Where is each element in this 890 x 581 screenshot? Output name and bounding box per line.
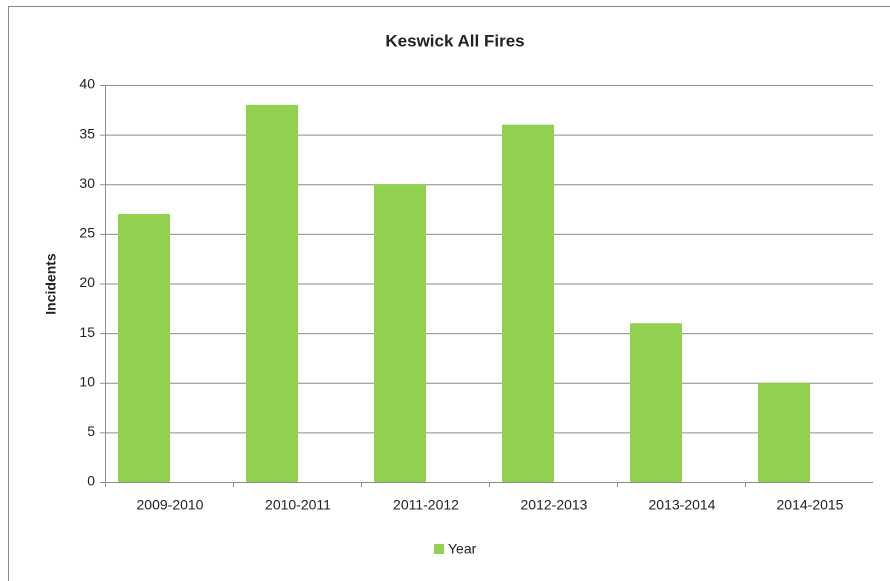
chart-frame [8,6,890,581]
bar [118,214,170,482]
y-axis-label: Incidents [43,253,59,315]
y-tick-label: 30 [79,175,95,191]
y-tick-label: 10 [79,373,95,389]
y-tick-label: 5 [87,423,95,439]
y-tick-label: 15 [79,324,95,340]
bar [374,184,426,482]
bar [630,323,682,482]
x-tick-label: 2012-2013 [521,497,588,513]
x-tick-label: 2010-2011 [265,497,331,513]
bar [758,382,810,482]
x-tick-label: 2011-2012 [393,497,459,513]
legend-label: Year [448,541,477,557]
y-tick-label: 40 [79,76,95,92]
x-tick-label: 2014-2015 [777,497,844,513]
y-tick-label: 0 [87,473,95,489]
y-tick-label: 20 [79,274,95,290]
x-tick-label: 2013-2014 [649,497,716,513]
bar [246,104,298,482]
y-tick-label: 25 [79,225,95,241]
legend-swatch [434,544,444,554]
y-tick-label: 35 [79,125,95,141]
bar [502,124,554,482]
chart-title: Keswick All Fires [385,31,524,50]
x-tick-label: 2009-2010 [137,497,204,513]
